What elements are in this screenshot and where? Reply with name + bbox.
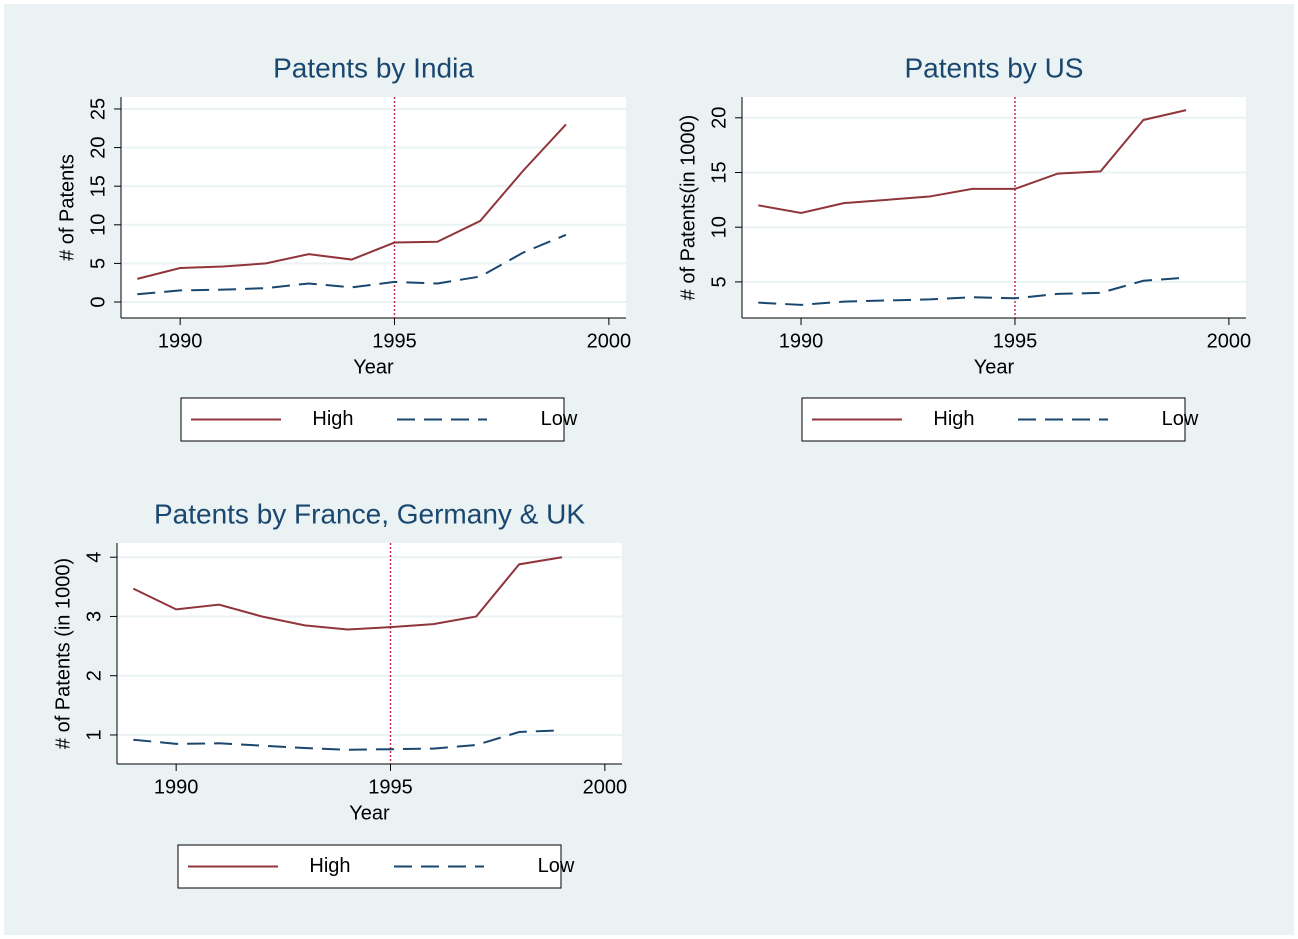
plot-area <box>117 543 622 764</box>
y-tick-label: 20 <box>708 107 730 129</box>
y-tick-label: 2 <box>83 670 105 681</box>
x-tick-label: 1990 <box>779 330 824 352</box>
series-line <box>132 556 563 631</box>
y-axis-label: # of Patents (in 1000) <box>52 558 74 749</box>
series-line <box>137 233 567 296</box>
y-tick-label: 3 <box>83 611 105 622</box>
series-line <box>758 109 1187 214</box>
y-tick-label: 10 <box>708 216 730 238</box>
y-axis-label: # of Patents <box>56 154 78 261</box>
chart-title: Patents by France, Germany & UK <box>154 498 585 529</box>
y-tick-label: 4 <box>83 552 105 563</box>
x-tick-label: 1995 <box>993 330 1038 352</box>
legend-label: High <box>933 408 974 430</box>
plot-area <box>742 97 1246 318</box>
x-tick-label: 1995 <box>372 330 417 352</box>
legend-label: High <box>312 408 353 430</box>
legend-label: High <box>309 855 350 877</box>
x-tick-label: 1995 <box>368 776 413 798</box>
y-tick-label: 10 <box>87 214 109 236</box>
y-tick-label: 15 <box>708 161 730 183</box>
y-tick-label: 1 <box>83 729 105 740</box>
y-tick-label: 5 <box>87 258 109 269</box>
chart-title: Patents by US <box>905 52 1084 83</box>
x-axis-label: Year <box>349 802 390 824</box>
y-tick-label: 5 <box>708 276 730 287</box>
chart-title: Patents by India <box>273 52 474 83</box>
y-axis-label: # of Patents(in 1000) <box>677 115 699 301</box>
y-tick-label: 25 <box>87 98 109 120</box>
y-tick-label: 0 <box>87 296 109 307</box>
legend-box <box>801 397 1186 442</box>
x-tick-label: 2000 <box>587 330 632 352</box>
series-line <box>758 276 1187 306</box>
x-axis-label: Year <box>353 356 394 378</box>
x-tick-label: 2000 <box>583 776 628 798</box>
plot-area <box>121 97 626 318</box>
x-tick-label: 2000 <box>1207 330 1252 352</box>
series-line <box>133 729 563 751</box>
x-axis-label: Year <box>974 356 1015 378</box>
y-tick-label: 15 <box>87 175 109 197</box>
legend-label: Low <box>538 855 575 877</box>
x-tick-label: 1990 <box>154 776 199 798</box>
legend-label: Low <box>1162 408 1199 430</box>
series-line <box>137 123 567 280</box>
y-tick-label: 20 <box>87 136 109 158</box>
x-tick-label: 1990 <box>158 330 203 352</box>
legend-label: Low <box>541 408 578 430</box>
